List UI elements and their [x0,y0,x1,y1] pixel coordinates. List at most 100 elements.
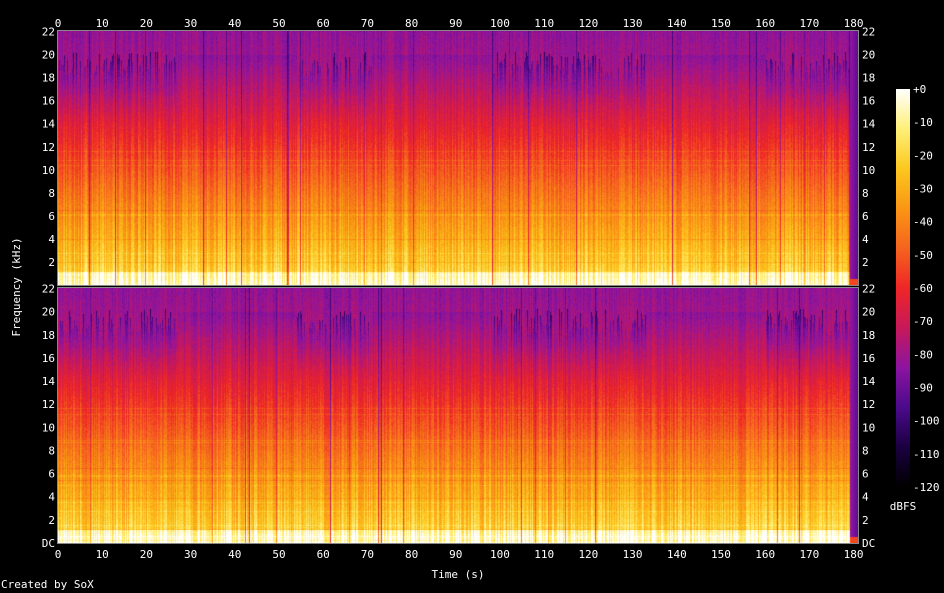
colorbar-tick-label: -10 [913,116,933,129]
y-tick-label-ch1-left: 10 [42,164,55,177]
x-tick-label-bottom: 150 [711,548,731,561]
y-tick-label-ch2-right: 6 [862,468,869,481]
y-tick-label-ch2-right: 4 [862,491,869,504]
x-tick-label-top: 90 [449,17,462,30]
y-tick-label-ch2-right: 18 [862,329,875,342]
y-tick-label-ch2-right: 22 [862,283,875,296]
colorbar-tick-label: -60 [913,282,933,295]
x-tick-label-bottom: 180 [844,548,864,561]
x-tick-label-top: 40 [228,17,241,30]
x-tick-label-bottom: 100 [490,548,510,561]
y-tick-label-ch2-right: 2 [862,514,869,527]
x-tick-label-bottom: 80 [405,548,418,561]
colorbar-tick-label: +0 [913,83,926,96]
panel-border [57,287,859,544]
x-tick-label-top: 100 [490,17,510,30]
y-tick-label-ch2-right: 16 [862,352,875,365]
y-tick-label-ch1-right: 8 [862,187,869,200]
y-tick-label-ch1-right: 14 [862,118,876,131]
x-tick-label-top: 30 [184,17,197,30]
x-tick-label-top: 130 [623,17,643,30]
x-tick-label-top: 60 [317,17,330,30]
x-tick-label-top: 50 [272,17,285,30]
y-tick-label-ch1-left: 22 [42,26,55,39]
x-tick-label-top: 180 [844,17,864,30]
x-tick-label-bottom: 110 [534,548,554,561]
y-tick-label-ch1-left: 6 [48,210,55,223]
y-tick-label-ch2-left: 18 [42,329,55,342]
x-tick-label-bottom: 70 [361,548,374,561]
x-tick-label-bottom: 120 [578,548,598,561]
y-tick-label-ch2-left: DC [42,537,55,550]
y-tick-label-ch1-left: 18 [42,72,55,85]
x-tick-label-bottom: 160 [755,548,775,561]
panel-border [57,30,859,286]
x-tick-label-bottom: 0 [55,548,62,561]
colorbar-tick-label: -20 [913,149,933,162]
colorbar-tick-label: -30 [913,183,933,196]
y-tick-label-ch1-left: 4 [48,233,55,246]
y-tick-label-ch1-right: 22 [862,26,875,39]
x-tick-label-top: 120 [578,17,598,30]
y-tick-label-ch1-right: 20 [862,49,875,62]
y-tick-label-ch2-left: 4 [48,491,55,504]
x-tick-label-top: 70 [361,17,374,30]
colorbar-tick-label: -90 [913,382,933,395]
colorbar-tick-label: -70 [913,315,933,328]
spectrogram-channel-2 [58,288,858,543]
x-tick-label-bottom: 10 [96,548,109,561]
y-tick-label-ch2-left: 10 [42,421,55,434]
x-tick-label-bottom: 130 [623,548,643,561]
x-tick-label-top: 20 [140,17,153,30]
x-tick-label-bottom: 140 [667,548,687,561]
x-tick-label-bottom: 170 [799,548,819,561]
colorbar-tick-label: -50 [913,249,933,262]
x-tick-label-bottom: 20 [140,548,153,561]
x-tick-label-top: 140 [667,17,687,30]
x-tick-label-top: 170 [799,17,819,30]
y-tick-label-ch1-left: 14 [42,118,56,131]
x-tick-label-top: 10 [96,17,109,30]
y-tick-label-ch2-left: 2 [48,514,55,527]
x-tick-label-bottom: 90 [449,548,462,561]
x-tick-label-bottom: 50 [272,548,285,561]
colorbar-tick-label: -120 [913,481,940,494]
colorbar-tick-label: -80 [913,348,933,361]
y-tick-label-ch1-right: 2 [862,256,869,269]
y-tick-label-ch1-right: 16 [862,95,875,108]
y-tick-label-ch1-right: 4 [862,233,869,246]
y-tick-label-ch1-right: 6 [862,210,869,223]
y-tick-label-ch1-left: 20 [42,49,55,62]
x-tick-label-bottom: 40 [228,548,241,561]
x-tick-label-top: 110 [534,17,554,30]
y-tick-label-ch2-left: 20 [42,306,55,319]
y-tick-label-ch2-left: 14 [42,375,56,388]
y-tick-label-ch2-left: 12 [42,398,55,411]
x-tick-label-bottom: 30 [184,548,197,561]
y-tick-label-ch1-left: 12 [42,141,55,154]
sox-credit: Created by SoX [1,578,94,591]
y-tick-label-ch2-left: 22 [42,283,55,296]
y-tick-label-ch1-right: 10 [862,164,875,177]
colorbar-tick-label: -110 [913,448,940,461]
x-tick-label-top: 150 [711,17,731,30]
y-tick-label-ch2-right: 20 [862,306,875,319]
y-tick-label-ch2-right: 12 [862,398,875,411]
y-tick-label-ch1-right: 12 [862,141,875,154]
y-axis-label: Frequency (kHz) [10,237,23,336]
colorbar-label: dBFS [890,500,917,513]
spectrogram-channel-1 [58,31,858,285]
x-axis-label: Time (s) [432,568,485,581]
x-tick-label-top: 80 [405,17,418,30]
y-tick-label-ch1-right: 18 [862,72,875,85]
y-tick-label-ch2-left: 16 [42,352,55,365]
colorbar [896,89,910,487]
colorbar-tick-label: -100 [913,415,940,428]
y-tick-label-ch2-right: 8 [862,444,869,457]
y-tick-label-ch2-right: DC [862,537,875,550]
x-tick-label-top: 0 [55,17,62,30]
y-tick-label-ch2-left: 8 [48,444,55,457]
y-tick-label-ch1-left: 16 [42,95,55,108]
colorbar-tick-label: -40 [913,216,933,229]
